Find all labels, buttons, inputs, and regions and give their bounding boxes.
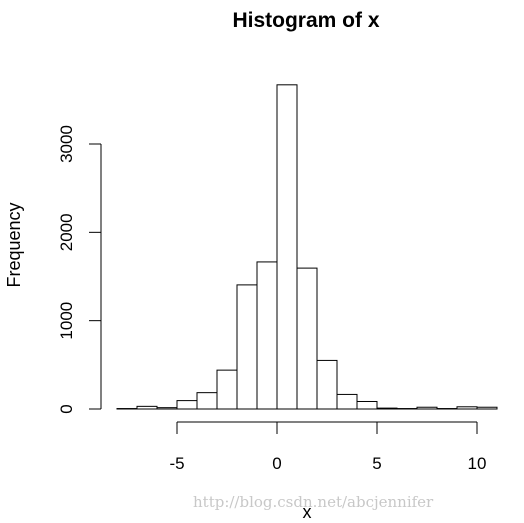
histogram-bar (236, 284, 258, 410)
x-tick-label: 0 (272, 454, 281, 473)
y-tick-label: 2000 (57, 213, 76, 251)
histogram-bar (136, 405, 158, 410)
histogram-bar (416, 406, 438, 410)
y-axis: 0 1000 2000 3000 (57, 125, 102, 414)
y-tick-label: 1000 (57, 302, 76, 340)
histogram-bar (476, 406, 498, 410)
y-tick-label: 0 (57, 404, 76, 413)
x-axis: -5 0 5 10 (169, 421, 487, 473)
histogram-bar (456, 406, 478, 410)
bars-group (116, 84, 498, 410)
x-tick-label: 5 (372, 454, 381, 473)
histogram-bar (316, 359, 338, 410)
histogram-bar (156, 407, 178, 410)
y-axis-label: Frequency (4, 202, 24, 287)
x-axis-label: x (303, 502, 312, 522)
histogram-bar (336, 393, 358, 410)
watermark: http://blog.csdn.net/abcjennifer (193, 493, 434, 511)
x-tick-label: 10 (468, 454, 487, 473)
y-tick-label: 3000 (57, 125, 76, 163)
histogram-bar (216, 369, 238, 410)
histogram-bar (276, 84, 298, 410)
chart-title: Histogram of x (232, 9, 379, 32)
histogram-bar (296, 267, 318, 410)
histogram-bar (356, 400, 378, 410)
histogram-bar (176, 400, 198, 410)
histogram-bar (256, 261, 278, 410)
histogram-bar (376, 407, 398, 410)
x-tick-label: -5 (169, 454, 184, 473)
histogram-bar (196, 392, 218, 410)
